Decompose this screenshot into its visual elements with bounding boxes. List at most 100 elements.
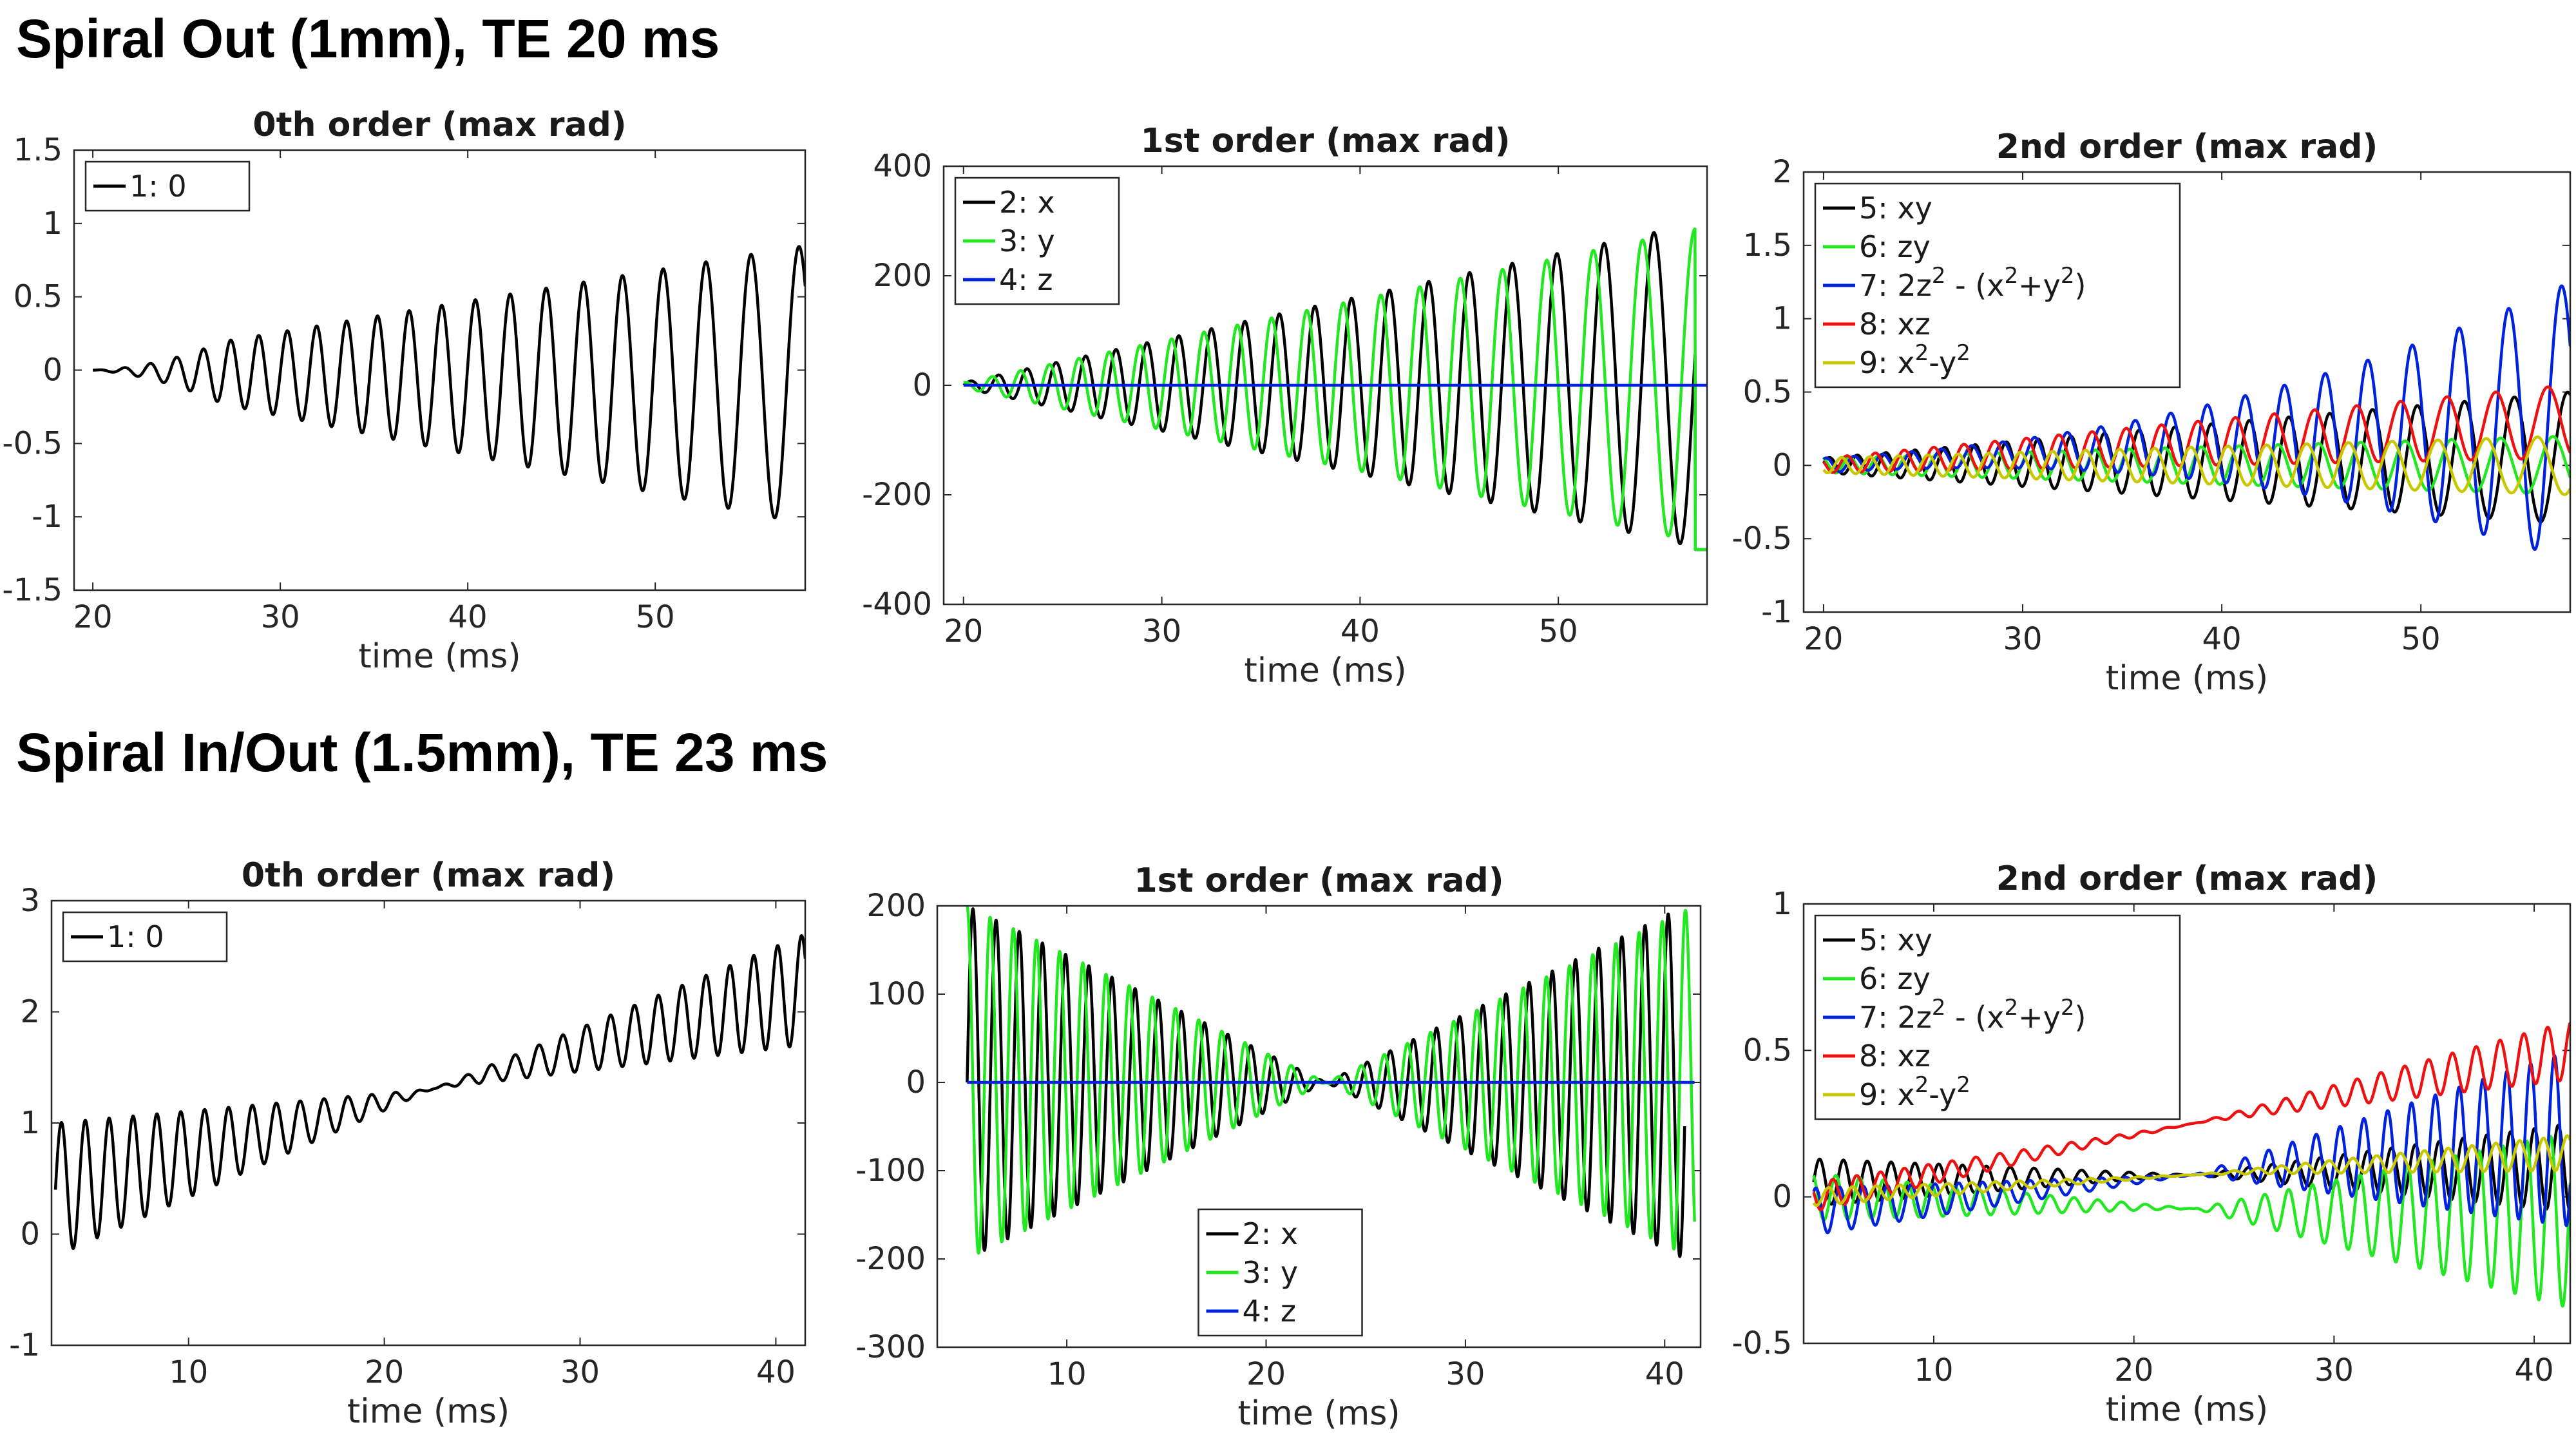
chart-panel-1: 0th order (max rad) time (ms) 20 30 40 50 -1.5… xyxy=(2,106,806,676)
x-axis-label: time (ms) xyxy=(358,637,520,676)
y-tick-label: -200 xyxy=(855,1241,926,1277)
x-axis-label: time (ms) xyxy=(2106,659,2268,698)
y-tick-label: 0 xyxy=(20,1216,40,1252)
legend-entry: 5: xy xyxy=(1859,923,1932,957)
series-line-5 xyxy=(1822,436,2570,496)
legend-entry: 8: xz xyxy=(1859,1039,1931,1073)
legend: 5: xy6: zy7: 2z2 - (x2+y2) 8: xz9: x2-y2 xyxy=(1814,182,2181,389)
y-tick-label: 1 xyxy=(1772,886,1792,922)
series-line-1 xyxy=(1822,390,2570,524)
y-tick-label: 2 xyxy=(1772,154,1792,190)
y-tick-label: -0.5 xyxy=(1732,521,1792,557)
x-tick-label: 50 xyxy=(2401,621,2441,657)
x-tick-label: 40 xyxy=(756,1354,796,1390)
legend-entry: 6: zy xyxy=(1859,961,1931,996)
x-tick-label: 30 xyxy=(2314,1352,2354,1388)
series-line-3 xyxy=(1822,284,2570,551)
series-line-2 xyxy=(1812,1135,2570,1308)
legend: 2: x 3: y 4: z xyxy=(1197,1208,1363,1337)
y-tick-label: -0.5 xyxy=(2,425,62,461)
x-tick-label: 30 xyxy=(560,1354,600,1390)
x-tick-label: 30 xyxy=(261,599,300,635)
y-tick-label: 1 xyxy=(43,206,62,242)
series-group xyxy=(91,245,805,520)
y-tick-label: 0.5 xyxy=(14,279,62,315)
x-tick-label: 20 xyxy=(73,599,113,635)
series-group xyxy=(966,906,1696,1258)
legend-entry: 9: x2-y2 xyxy=(1859,340,1970,380)
y-tick-label: 1.5 xyxy=(1743,227,1792,264)
y-tick-label: -1 xyxy=(1761,594,1792,630)
series-group xyxy=(1822,284,2570,551)
series-line-1 xyxy=(53,934,805,1250)
plot-frame xyxy=(73,149,806,591)
chart-panel-6: 2nd order (max rad)time (ms)10 20 30 40-0.5… xyxy=(1732,859,2571,1429)
y-tick-label: 0 xyxy=(43,352,62,389)
series-group xyxy=(962,227,1707,552)
y-tick-label: 0 xyxy=(912,367,932,403)
x-tick-label: 40 xyxy=(1340,613,1380,649)
x-axis-label: time (ms) xyxy=(347,1392,510,1431)
x-tick-label: 20 xyxy=(944,613,983,649)
chart-title: 0th order (max rad) xyxy=(253,106,626,144)
y-tick-label: -1 xyxy=(9,1327,40,1363)
x-tick-label: 30 xyxy=(2003,621,2042,657)
x-tick-label: 40 xyxy=(2202,621,2242,657)
y-tick-label: 100 xyxy=(866,976,926,1012)
legend-entry: 7: 2z2 - (x2+y2) xyxy=(1859,995,2086,1035)
x-tick-label: 40 xyxy=(1645,1356,1684,1392)
legend-entry: 4: z xyxy=(999,262,1053,297)
chart-title: 1st order (max rad) xyxy=(1140,122,1510,160)
legend-entry: 2: x xyxy=(1243,1216,1299,1251)
x-tick-label: 40 xyxy=(2515,1352,2554,1388)
plot-frame xyxy=(942,165,1708,606)
chart-panel-3: 2nd order (max rad)time (ms)20 30 40 50-1-0… xyxy=(1732,128,2571,698)
legend-entry: 5: xy xyxy=(1859,191,1932,226)
x-tick-label: 10 xyxy=(169,1354,208,1390)
x-tick-label: 50 xyxy=(636,599,675,635)
y-tick-label: 2 xyxy=(20,994,40,1030)
legend-entry: 3: y xyxy=(1243,1255,1299,1290)
section-title-spiral-in-out: Spiral In/Out (1.5mm), TE 23 ms xyxy=(16,722,828,783)
x-tick-label: 20 xyxy=(2114,1352,2153,1388)
x-axis-label: time (ms) xyxy=(2106,1390,2268,1429)
legend-entry: 1: 0 xyxy=(129,169,187,204)
x-axis-label: time (ms) xyxy=(1237,1394,1400,1433)
y-tick-label: 0 xyxy=(1772,447,1792,483)
y-tick-label: 1 xyxy=(20,1105,40,1141)
x-tick-label: 10 xyxy=(1914,1352,1953,1388)
series-group xyxy=(1812,1022,2570,1308)
legend-entry: 8: xz xyxy=(1859,307,1931,341)
x-axis-label: time (ms) xyxy=(1244,651,1406,690)
plot-frame xyxy=(1802,171,2571,613)
series-line-2 xyxy=(962,227,1707,552)
legend-entry: 2: x xyxy=(999,185,1055,220)
x-tick-label: 40 xyxy=(448,599,488,635)
y-tick-label: 1 xyxy=(1772,301,1792,337)
legend-entry: 9: x2-y2 xyxy=(1859,1072,1970,1112)
legend-entry: 6: zy xyxy=(1859,229,1931,264)
chart-panel-2: 1st order (max rad) time (ms) 20 30 40 50 -400… xyxy=(862,122,1708,690)
y-tick-label: -300 xyxy=(855,1329,926,1365)
y-tick-label: 200 xyxy=(866,888,926,924)
series-group xyxy=(53,934,805,1250)
legend-box xyxy=(1814,182,2181,389)
x-tick-label: 30 xyxy=(1445,1356,1485,1392)
chart-title: 2nd order (max rad) xyxy=(1996,859,2378,898)
x-tick-label: 30 xyxy=(1142,613,1181,649)
y-tick-label: 0.5 xyxy=(1743,374,1792,410)
y-tick-label: -1 xyxy=(32,499,62,535)
series-line-1 xyxy=(91,245,805,520)
plot-frame xyxy=(1802,903,2571,1345)
chart-title: 0th order (max rad) xyxy=(242,856,615,895)
y-tick-label: -100 xyxy=(855,1153,926,1189)
legend-entry: 7: 2z2 - (x2+y2) xyxy=(1859,263,2086,303)
x-tick-label: 50 xyxy=(1539,613,1578,649)
y-tick-label: 400 xyxy=(873,148,932,184)
series-line-4 xyxy=(1812,1022,2570,1212)
y-tick-label: 0 xyxy=(906,1064,926,1100)
legend-entry: 1: 0 xyxy=(107,919,164,954)
y-tick-label: 1.5 xyxy=(14,132,62,168)
plot-frame xyxy=(50,899,806,1347)
